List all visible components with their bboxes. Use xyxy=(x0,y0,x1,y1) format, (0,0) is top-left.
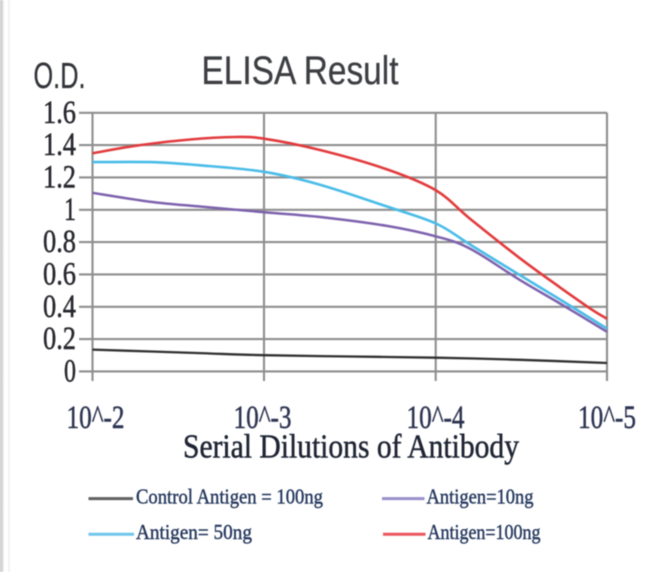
svg-text:Antigen=100ng: Antigen=100ng xyxy=(428,520,541,544)
svg-text:1.2: 1.2 xyxy=(43,159,76,195)
svg-text:1.4: 1.4 xyxy=(43,127,76,163)
svg-text:Serial Dilutions of Antibody: Serial Dilutions of Antibody xyxy=(183,429,519,466)
svg-text:O.D.: O.D. xyxy=(34,55,86,96)
svg-text:10^-2: 10^-2 xyxy=(67,400,125,436)
svg-text:10^-3: 10^-3 xyxy=(234,400,292,436)
svg-text:0.4: 0.4 xyxy=(43,289,76,325)
svg-text:10^-4: 10^-4 xyxy=(407,400,465,436)
svg-text:1: 1 xyxy=(64,192,76,228)
svg-text:0.6: 0.6 xyxy=(43,256,76,292)
svg-text:ELISA Result: ELISA Result xyxy=(202,49,399,93)
svg-text:0: 0 xyxy=(64,353,76,389)
svg-text:1.6: 1.6 xyxy=(43,95,76,131)
svg-text:Control Antigen = 100ng: Control Antigen = 100ng xyxy=(136,485,323,509)
svg-text:0.8: 0.8 xyxy=(43,224,76,260)
svg-text:0.2: 0.2 xyxy=(43,321,76,357)
svg-text:10^-5: 10^-5 xyxy=(578,400,636,436)
svg-text:Antigen=10ng: Antigen=10ng xyxy=(427,485,534,509)
svg-text:Antigen= 50ng: Antigen= 50ng xyxy=(136,520,252,544)
